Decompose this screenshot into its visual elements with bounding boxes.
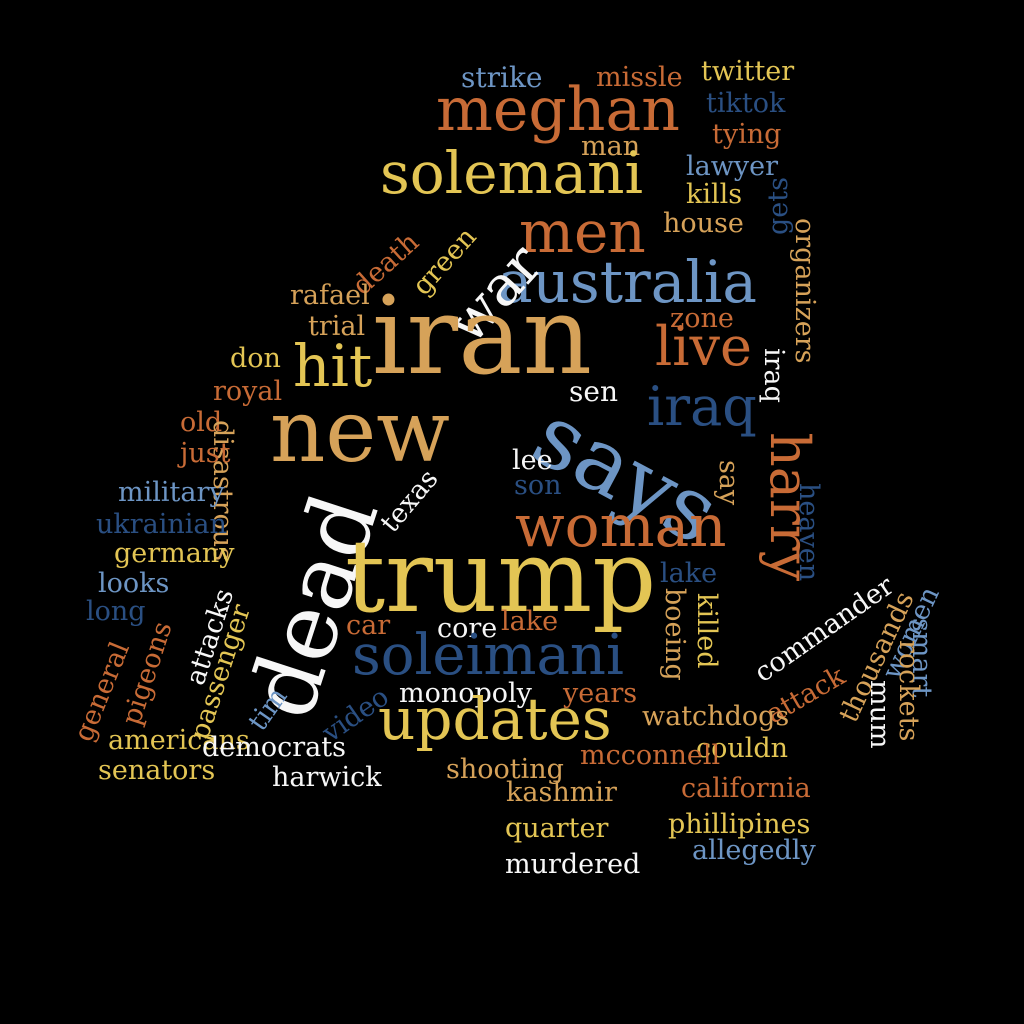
- word-trial: trial: [308, 311, 366, 342]
- word-pigeons: pigeons: [116, 617, 179, 729]
- word-news: monopoly: [399, 678, 532, 709]
- word-tying: tying: [712, 119, 782, 150]
- word-heaven: heaven: [793, 483, 824, 582]
- word-meghan: meghan: [436, 75, 680, 145]
- word-long: long: [86, 596, 146, 627]
- word-iran: iran: [372, 274, 593, 399]
- word-updates: updates: [378, 685, 612, 753]
- word-shooting: california: [681, 773, 811, 804]
- word-hit: hit: [293, 332, 373, 400]
- word-don: don: [230, 343, 281, 374]
- word-old: old: [180, 407, 223, 438]
- word-california: quarter: [505, 813, 609, 844]
- word-trump: trump: [345, 518, 657, 635]
- word-boeing: boeing: [659, 588, 690, 681]
- word-rafael: rafael: [290, 280, 370, 311]
- word-new: new: [270, 382, 450, 482]
- word-zone: zone: [670, 303, 734, 334]
- word-car: core: [437, 613, 498, 644]
- word-senators: couldn: [696, 733, 789, 764]
- word-iraq: iraq: [647, 375, 757, 438]
- word-ukrainian: ukrainian: [96, 509, 227, 540]
- word-man: man: [581, 131, 641, 162]
- word-woman: woman: [515, 492, 727, 560]
- word-gets: gets: [763, 177, 794, 235]
- word-phillipines: murdered: [505, 849, 641, 880]
- word-harwick: shooting: [446, 754, 564, 785]
- word-mcconnell: kashmir: [506, 777, 617, 808]
- word-soleimani: soleimani: [352, 623, 624, 688]
- word-monopoly: watchdogs: [642, 701, 790, 732]
- word-military: military: [118, 477, 225, 508]
- word-killed: killed: [691, 593, 722, 669]
- word-couldn: mcconnell: [580, 740, 721, 771]
- word-mum: years: [563, 678, 638, 709]
- word-democrats: harwick: [272, 762, 382, 793]
- word-lawyer: lawyer: [686, 151, 778, 182]
- word-twitter: twitter: [701, 56, 795, 87]
- word-just: just: [180, 438, 231, 469]
- word-australia: australia: [498, 248, 757, 316]
- word-live: live: [655, 315, 753, 378]
- word-rockets: rockets: [893, 640, 924, 742]
- word-men: men: [519, 198, 646, 266]
- word-quarter: allegedly: [692, 835, 816, 866]
- word-germany: germany: [114, 538, 235, 569]
- word-strikes: mum: [864, 680, 895, 749]
- word-missle: missle: [596, 62, 683, 93]
- word-looks: looks: [98, 568, 170, 599]
- word-solemani: solemani: [380, 139, 644, 207]
- word-iraq-vertical: iraq: [758, 348, 789, 403]
- word-core: lake: [501, 606, 559, 637]
- word-organizers: organizers: [789, 218, 820, 364]
- word-strike: strike: [461, 61, 543, 94]
- word-sen: sen: [569, 375, 618, 408]
- word-son: son: [514, 470, 562, 501]
- word-years: americans: [108, 725, 250, 756]
- word-house: house: [663, 208, 744, 239]
- word-royal: royal: [213, 376, 283, 407]
- word-americans: senators: [98, 755, 216, 786]
- word-jets: car: [346, 610, 391, 641]
- word-lee: lee: [512, 445, 553, 476]
- word-watchdogs: democrats: [202, 732, 346, 763]
- word-kills: kills: [686, 179, 743, 210]
- word-kashmir: phillipines: [668, 809, 811, 840]
- word-lake: lake: [660, 558, 718, 589]
- word-tiktok: tiktok: [706, 88, 786, 119]
